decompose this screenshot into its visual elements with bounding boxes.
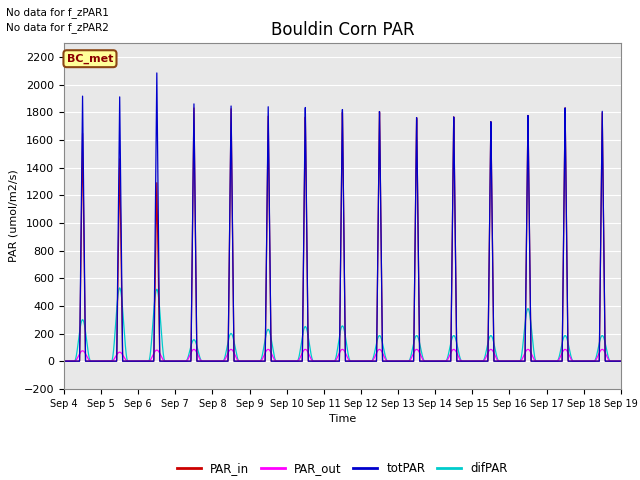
totPAR	[616, 358, 624, 364]
difPAR	[616, 358, 624, 364]
PAR_out	[160, 358, 168, 364]
totPAR	[499, 358, 507, 364]
totPAR	[436, 358, 444, 364]
Line: totPAR: totPAR	[64, 73, 621, 361]
difPAR	[467, 358, 475, 364]
difPAR	[617, 358, 625, 364]
PAR_in	[561, 105, 569, 111]
PAR_in	[436, 358, 444, 364]
Legend: PAR_in, PAR_out, totPAR, difPAR: PAR_in, PAR_out, totPAR, difPAR	[172, 457, 513, 480]
PAR_out	[598, 347, 606, 352]
PAR_out	[467, 358, 475, 364]
Line: PAR_in: PAR_in	[64, 108, 621, 361]
Line: difPAR: difPAR	[64, 288, 621, 361]
totPAR	[153, 70, 161, 76]
PAR_in	[160, 358, 168, 364]
totPAR	[60, 358, 68, 364]
PAR_in	[499, 358, 506, 364]
totPAR	[467, 358, 475, 364]
PAR_in	[60, 358, 68, 364]
totPAR	[617, 358, 625, 364]
difPAR	[60, 358, 68, 364]
PAR_in	[616, 358, 624, 364]
totPAR	[161, 358, 168, 364]
difPAR	[161, 357, 168, 362]
PAR_out	[499, 358, 506, 364]
Text: No data for f_zPAR1: No data for f_zPAR1	[6, 7, 109, 18]
difPAR	[499, 358, 507, 364]
PAR_in	[467, 358, 475, 364]
PAR_out	[60, 358, 68, 364]
PAR_out	[436, 358, 444, 364]
Text: No data for f_zPAR2: No data for f_zPAR2	[6, 22, 109, 33]
totPAR	[322, 358, 330, 364]
PAR_out	[616, 358, 624, 364]
Title: Bouldin Corn PAR: Bouldin Corn PAR	[271, 21, 414, 39]
X-axis label: Time: Time	[329, 414, 356, 424]
Text: BC_met: BC_met	[67, 54, 113, 64]
difPAR	[322, 358, 330, 364]
PAR_out	[617, 358, 625, 364]
difPAR	[116, 285, 124, 291]
Line: PAR_out: PAR_out	[64, 349, 621, 361]
PAR_out	[322, 358, 330, 364]
Y-axis label: PAR (umol/m2/s): PAR (umol/m2/s)	[8, 169, 18, 263]
PAR_in	[322, 358, 330, 364]
PAR_in	[617, 358, 625, 364]
difPAR	[436, 358, 444, 364]
